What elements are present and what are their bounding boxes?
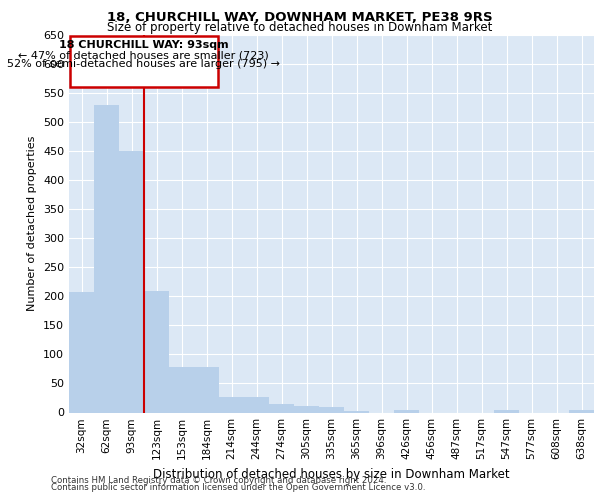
Bar: [394, 410, 419, 412]
Text: 18, CHURCHILL WAY, DOWNHAM MARKET, PE38 9RS: 18, CHURCHILL WAY, DOWNHAM MARKET, PE38 …: [107, 11, 493, 24]
Bar: [269, 404, 294, 412]
Bar: [119, 151, 144, 412]
Bar: [494, 410, 519, 412]
Bar: [169, 367, 194, 412]
Bar: [569, 410, 594, 412]
Bar: [219, 397, 244, 412]
Bar: [244, 397, 269, 412]
Bar: [70, 36, 218, 88]
Bar: [194, 367, 219, 412]
Bar: [69, 292, 94, 412]
Bar: [319, 408, 344, 412]
Text: Size of property relative to detached houses in Downham Market: Size of property relative to detached ho…: [107, 21, 493, 34]
Text: 52% of semi-detached houses are larger (795) →: 52% of semi-detached houses are larger (…: [7, 60, 280, 70]
Bar: [344, 411, 369, 412]
X-axis label: Distribution of detached houses by size in Downham Market: Distribution of detached houses by size …: [153, 468, 510, 481]
Text: 18 CHURCHILL WAY: 93sqm: 18 CHURCHILL WAY: 93sqm: [59, 40, 229, 50]
Text: Contains HM Land Registry data © Crown copyright and database right 2024.: Contains HM Land Registry data © Crown c…: [51, 476, 386, 485]
Bar: [294, 406, 319, 412]
Text: ← 47% of detached houses are smaller (723): ← 47% of detached houses are smaller (72…: [18, 50, 269, 60]
Bar: [144, 290, 169, 412]
Y-axis label: Number of detached properties: Number of detached properties: [28, 136, 37, 312]
Text: Contains public sector information licensed under the Open Government Licence v3: Contains public sector information licen…: [51, 483, 425, 492]
Bar: [94, 104, 119, 412]
